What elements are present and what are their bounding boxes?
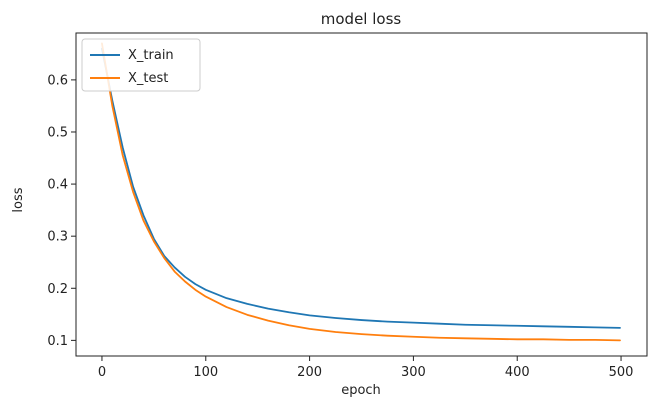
- x-tick-label: 100: [193, 365, 218, 380]
- y-tick-label: 0.1: [47, 334, 68, 349]
- x-tick-label: 200: [297, 365, 322, 380]
- legend: X_train X_test: [81, 38, 201, 92]
- series-line-x-test: [101, 42, 621, 342]
- x-tick-label: 500: [609, 365, 634, 380]
- y-tick-label: 0.3: [47, 230, 68, 245]
- x-axis-label: epoch: [341, 383, 381, 398]
- chart-title: model loss: [321, 10, 402, 28]
- y-tick-label: 0.4: [47, 178, 68, 193]
- x-tick-label: 0: [98, 365, 106, 380]
- legend-label-x-train: X_train: [128, 48, 174, 63]
- y-tick-label: 0.6: [47, 73, 68, 88]
- plot-area: [101, 42, 621, 342]
- x-tick-label: 300: [401, 365, 426, 380]
- series-line-x-train: [101, 47, 621, 329]
- x-tick-label: 400: [505, 365, 530, 380]
- y-axis-label: loss: [11, 187, 26, 212]
- y-tick-label: 0.2: [47, 282, 68, 297]
- plot-frame: [75, 32, 648, 357]
- y-tick-label: 0.5: [47, 125, 68, 140]
- legend-label-x-test: X_test: [128, 71, 168, 86]
